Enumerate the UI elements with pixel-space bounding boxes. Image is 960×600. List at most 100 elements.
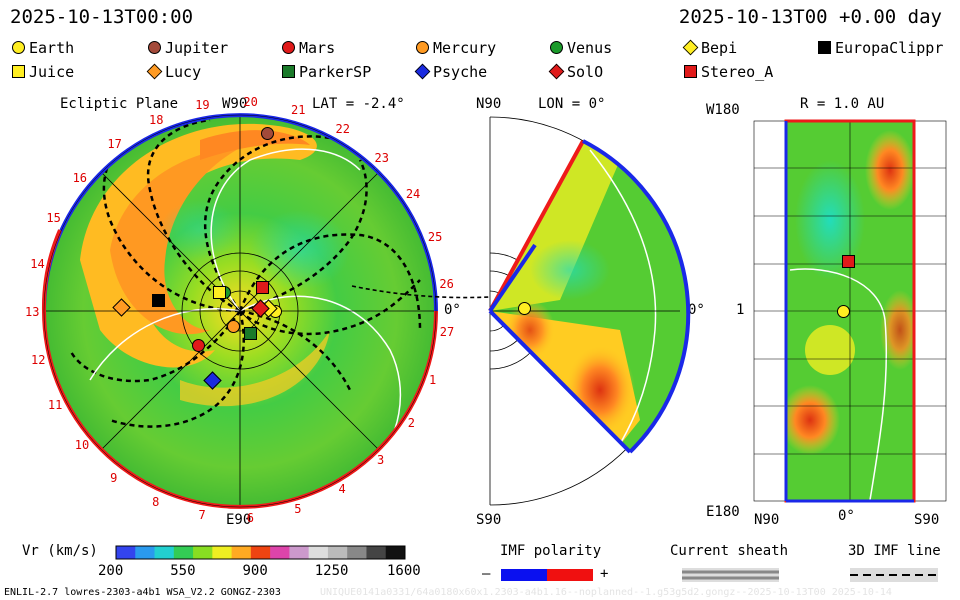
ecliptic-number: 2 bbox=[407, 415, 415, 430]
ecliptic-number: 8 bbox=[152, 494, 160, 509]
legend-label: Bepi bbox=[701, 39, 738, 57]
stereo_a-sphere-marker bbox=[842, 255, 855, 268]
meridional-n90: N90 bbox=[476, 96, 502, 112]
colorbar-segment bbox=[347, 546, 367, 559]
legend-label: Mercury bbox=[433, 39, 497, 57]
sphere-one: 1 bbox=[736, 302, 745, 318]
legend-label: Lucy bbox=[165, 63, 202, 81]
ecliptic-zero: 0° bbox=[444, 302, 461, 318]
ecliptic-number: 27 bbox=[439, 325, 455, 340]
legend-label: Venus bbox=[567, 39, 613, 57]
square-marker-icon bbox=[282, 65, 295, 78]
colorbar-segment bbox=[154, 546, 175, 559]
imf-positive bbox=[547, 569, 593, 581]
earth-connection-line bbox=[351, 285, 491, 299]
square-marker-icon bbox=[818, 41, 831, 54]
colorbar-segment bbox=[385, 546, 406, 559]
europaclippr-marker bbox=[152, 294, 165, 307]
ecliptic-number: 25 bbox=[427, 230, 443, 245]
legend-label: Jupiter bbox=[165, 39, 229, 57]
ecliptic-number: 15 bbox=[46, 211, 61, 226]
imf-negative bbox=[501, 569, 547, 581]
colorbar-tick-label: 1250 bbox=[314, 563, 349, 579]
ecliptic-number: 9 bbox=[110, 470, 118, 485]
circle-marker-icon bbox=[550, 41, 563, 54]
circle-marker-icon bbox=[282, 41, 295, 54]
colorbar-tick-label: 1600 bbox=[387, 563, 421, 579]
legend-label: Psyche bbox=[433, 63, 488, 81]
sphere-plot bbox=[753, 119, 947, 503]
legend-item-jupiter: Jupiter bbox=[148, 40, 228, 56]
imf-minus: – bbox=[482, 566, 491, 582]
legend-item-solo: SolO bbox=[548, 63, 604, 81]
colorbar-segment bbox=[308, 546, 329, 559]
imf-3d-title: 3D IMF line bbox=[848, 543, 941, 559]
sphere-n90: N90 bbox=[754, 512, 780, 528]
legend-item-mars: Mars bbox=[282, 40, 335, 56]
circle-marker-icon bbox=[12, 41, 25, 54]
ecliptic-number: 16 bbox=[72, 170, 88, 185]
mars-marker bbox=[192, 339, 205, 352]
colorbar-segment bbox=[173, 546, 194, 559]
sphere-s90: S90 bbox=[914, 512, 940, 528]
imf-plus: + bbox=[600, 566, 609, 582]
ecliptic-lat: LAT = -2.4° bbox=[312, 96, 405, 112]
jupiter-marker bbox=[261, 127, 274, 140]
ecliptic-number: 4 bbox=[338, 482, 346, 497]
meridional-s90: S90 bbox=[476, 512, 502, 528]
colorbar-segment bbox=[116, 546, 136, 559]
ecliptic-number: 1 bbox=[429, 372, 437, 387]
colorbar-segment bbox=[193, 546, 213, 559]
colorbar-segment bbox=[212, 546, 233, 559]
footer-run-id: UNIQUE0141a0331/64a0180x60x1.2303-a4b1.1… bbox=[320, 587, 892, 598]
sphere-e180: E180 bbox=[706, 504, 740, 520]
legend-label: Stereo_A bbox=[701, 63, 774, 81]
legend-label: Juice bbox=[29, 63, 75, 81]
legend-item-mercury: Mercury bbox=[416, 40, 496, 56]
earth-sphere-marker bbox=[837, 305, 850, 318]
colorbar-segment bbox=[327, 546, 348, 559]
legend-item-parkersp: ParkerSP bbox=[282, 64, 371, 80]
colorbar-segment bbox=[231, 546, 252, 559]
sphere-w180: W180 bbox=[706, 102, 740, 118]
ecliptic-number: 22 bbox=[335, 122, 350, 137]
colorbar-segment bbox=[270, 546, 290, 559]
legend-item-venus: Venus bbox=[550, 40, 612, 56]
model-time-right: 2025-10-13T00 +0.00 day bbox=[678, 6, 942, 28]
meridional-lon: LON = 0° bbox=[538, 96, 606, 112]
stereo_a-marker bbox=[256, 281, 269, 294]
ecliptic-number: 18 bbox=[149, 112, 164, 127]
ecliptic-number: 20 bbox=[243, 95, 258, 110]
ecliptic-w90: W90 bbox=[222, 96, 248, 112]
earth-meridional-marker bbox=[518, 302, 531, 315]
meridional-zero: 0° bbox=[688, 302, 705, 318]
juice-marker bbox=[213, 286, 226, 299]
legend-label: EuropaClippr bbox=[835, 39, 944, 57]
ecliptic-number: 19 bbox=[195, 98, 210, 113]
square-marker-icon bbox=[684, 65, 697, 78]
legend-label: ParkerSP bbox=[299, 63, 372, 81]
colorbar-segment bbox=[366, 546, 387, 559]
colorbar-tick-label: 550 bbox=[170, 563, 196, 579]
ecliptic-number: 6 bbox=[246, 510, 255, 525]
current-sheath-title: Current sheath bbox=[670, 543, 789, 559]
legend-item-bepi: Bepi bbox=[682, 39, 738, 57]
colorbar-segment bbox=[135, 546, 156, 559]
imf-3d-sample bbox=[850, 568, 938, 582]
ecliptic-e90: E90 bbox=[226, 512, 252, 528]
ecliptic-number: 14 bbox=[30, 256, 45, 271]
colorbar-border bbox=[115, 545, 406, 560]
model-time-left: 2025-10-13T00:00 bbox=[10, 6, 194, 28]
imf-polarity-title: IMF polarity bbox=[500, 543, 602, 559]
colorbar-tick-label: 200 bbox=[98, 563, 124, 579]
ecliptic-number: 11 bbox=[47, 397, 63, 412]
square-marker-icon bbox=[12, 65, 25, 78]
sphere-zero: 0° bbox=[838, 508, 855, 524]
circle-marker-icon bbox=[148, 41, 161, 54]
current-sheath-sample bbox=[682, 568, 779, 582]
ecliptic-number: 12 bbox=[31, 352, 46, 367]
legend-label: SolO bbox=[567, 63, 604, 81]
legend-item-stereo-a: Stereo_A bbox=[684, 64, 773, 80]
ecliptic-number: 7 bbox=[198, 508, 206, 523]
ecliptic-number: 17 bbox=[107, 137, 122, 152]
